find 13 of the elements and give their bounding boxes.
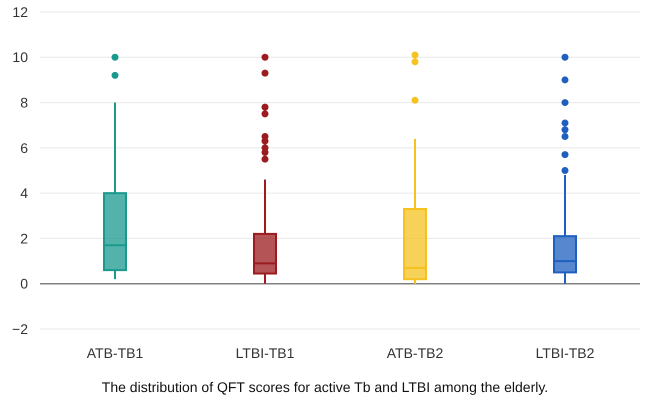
y-tick-label: 8 [20, 94, 28, 110]
y-tick-label: 10 [12, 49, 28, 66]
y-tick-label: −2 [12, 320, 28, 337]
text: The distribution of QFT scores for active Tb and LTBI among the elderly. [102, 379, 548, 395]
y-tick-label: 2 [20, 230, 28, 246]
y-tick-label: 0 [20, 276, 28, 292]
y-tick-label: 6 [20, 140, 28, 156]
x-tick-label: LTBI-TB1 [236, 345, 295, 361]
x-tick-label: LTBI-TB2 [536, 345, 595, 361]
y-tick-label: 4 [20, 185, 28, 202]
x-tick-label: ATB-TB2 [386, 345, 444, 361]
x-tick-label: ATB-TB1 [86, 345, 144, 361]
y-tick-label: 12 [12, 4, 28, 20]
